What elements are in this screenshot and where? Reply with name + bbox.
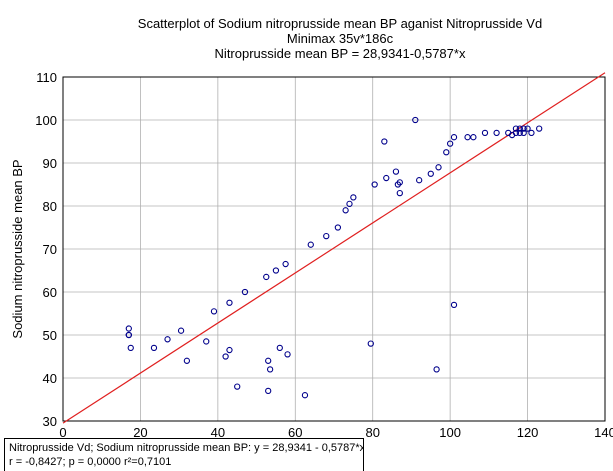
- x-tick-label-6: 120: [517, 425, 539, 440]
- data-point-20: [276, 344, 283, 352]
- data-point-10: [222, 353, 229, 360]
- data-point-19: [272, 267, 280, 274]
- y-tick-label-6: 90: [43, 156, 57, 171]
- y-tick-label-5: 80: [43, 199, 57, 214]
- y-tick-label-7: 100: [35, 113, 57, 128]
- data-point-17: [266, 366, 274, 373]
- data-point-5: [164, 336, 171, 343]
- y-tick-label-2: 50: [43, 328, 57, 343]
- x-tick-label-2: 40: [211, 425, 225, 440]
- data-point-0: [125, 325, 132, 332]
- regression-legend: Nitroprusside Vd; Sodium nitroprusside m…: [4, 438, 364, 471]
- data-point-56: [516, 129, 523, 137]
- data-point-26: [334, 224, 342, 231]
- legend-line-1: Nitroprusside Vd; Sodium nitroprusside m…: [9, 442, 364, 454]
- x-tick-label-4: 80: [365, 425, 379, 440]
- data-point-33: [383, 174, 390, 182]
- data-point-7: [183, 357, 191, 364]
- plot-area: [62, 76, 606, 422]
- data-point-44: [446, 140, 454, 147]
- y-axis-label: Sodium nitroprusside mean BP: [10, 159, 25, 338]
- data-point-14: [241, 288, 249, 296]
- data-point-58: [520, 125, 527, 132]
- data-point-49: [481, 129, 489, 137]
- x-tick-label-3: 60: [288, 425, 302, 440]
- data-points: [125, 116, 543, 399]
- data-point-54: [512, 125, 520, 132]
- x-axis-ticks: 0 20 40 60 80 100 120 140: [59, 425, 613, 440]
- y-tick-label-3: 60: [43, 285, 57, 300]
- legend-line-2: r = -0,8427; p = 0,0000 r²=0,7101: [9, 456, 172, 468]
- data-point-45: [450, 134, 458, 141]
- data-point-61: [536, 125, 543, 132]
- x-tick-label-1: 20: [133, 425, 147, 440]
- y-tick-label-4: 70: [43, 242, 57, 257]
- chart-equation-title: Nitroprusside mean BP = 28,9341-0,5787*x: [214, 46, 466, 61]
- x-tick-label-5: 100: [439, 425, 461, 440]
- data-point-48: [470, 134, 477, 141]
- data-point-32: [381, 138, 388, 145]
- data-point-15: [263, 273, 270, 281]
- data-point-6: [177, 327, 185, 334]
- x-tick-label-7: 140: [594, 425, 613, 440]
- data-point-47: [464, 134, 471, 141]
- data-point-31: [371, 181, 378, 188]
- fit-line: [62, 72, 606, 424]
- data-point-8: [203, 338, 210, 345]
- chart-subtitle: Minimax 35v*186c: [286, 31, 394, 46]
- data-point-16: [265, 357, 272, 364]
- data-point-21: [282, 260, 289, 268]
- data-point-55: [516, 125, 523, 132]
- data-point-34: [392, 168, 400, 175]
- data-point-28: [346, 200, 353, 207]
- data-point-12: [226, 299, 233, 306]
- chart-title: Scatterplot of Sodium nitroprusside mean…: [137, 16, 543, 31]
- data-point-50: [493, 129, 500, 137]
- data-point-60: [528, 129, 535, 137]
- y-axis-ticks: 30 40 50 60 70 80 90 100 110: [35, 70, 57, 429]
- data-point-57: [520, 129, 527, 137]
- data-point-3: [127, 344, 134, 352]
- data-point-30: [367, 340, 374, 347]
- data-point-36: [396, 189, 403, 197]
- data-point-46: [450, 301, 458, 309]
- data-point-38: [412, 116, 419, 124]
- grid-lines: [62, 76, 606, 422]
- data-point-42: [435, 164, 442, 171]
- data-point-29: [350, 194, 357, 201]
- data-point-25: [323, 232, 330, 240]
- data-point-22: [284, 351, 291, 358]
- data-point-23: [301, 392, 309, 399]
- y-tick-label-0: 30: [43, 414, 57, 429]
- data-point-11: [226, 346, 233, 354]
- y-tick-label-8: 110: [36, 70, 57, 85]
- data-point-27: [342, 207, 349, 214]
- data-point-53: [512, 129, 520, 137]
- data-point-2: [125, 331, 132, 339]
- data-point-43: [443, 149, 450, 156]
- data-point-40: [427, 170, 434, 177]
- data-point-37: [396, 179, 403, 186]
- y-tick-label-1: 40: [43, 371, 57, 386]
- data-point-24: [307, 241, 314, 248]
- data-point-41: [433, 366, 440, 373]
- data-point-59: [524, 125, 531, 132]
- data-point-18: [265, 387, 272, 395]
- x-tick-label-0: 0: [59, 425, 66, 440]
- data-point-4: [150, 344, 158, 352]
- data-point-9: [210, 308, 218, 315]
- data-point-39: [416, 177, 423, 184]
- data-point-13: [234, 383, 241, 390]
